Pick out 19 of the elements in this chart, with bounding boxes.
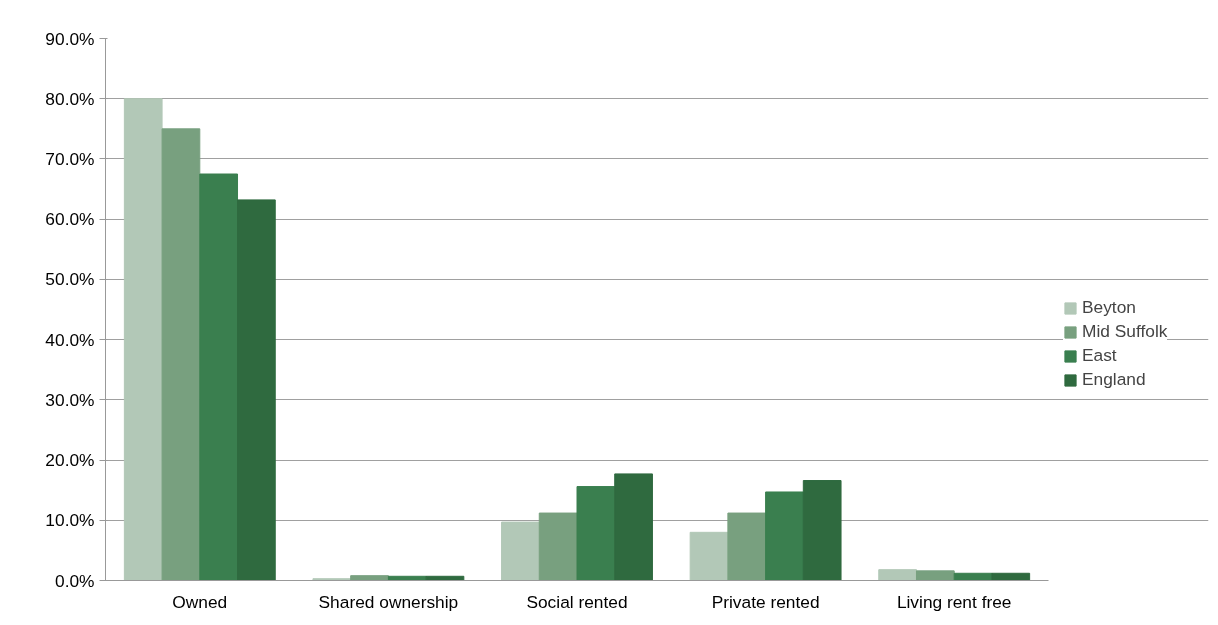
y-tick-label: 40.0% — [45, 329, 95, 350]
legend-label: England — [1082, 369, 1146, 390]
y-tick-label: 10.0% — [45, 510, 95, 531]
x-tick-label: Social rented — [526, 591, 628, 612]
y-tick-label: 80.0% — [45, 88, 95, 109]
legend-label: Beyton — [1082, 297, 1136, 318]
y-tick-label: 90.0% — [45, 28, 95, 49]
legend-label: East — [1082, 345, 1117, 366]
y-tick-label: 20.0% — [45, 450, 95, 471]
y-tick-label: 50.0% — [45, 269, 95, 290]
x-tick-label: Private rented — [711, 591, 820, 612]
x-tick-label: Living rent free — [896, 591, 1012, 612]
legend-label: Mid Suffolk — [1082, 321, 1168, 342]
y-tick-label: 70.0% — [45, 148, 95, 169]
y-tick-label: 30.0% — [45, 389, 95, 410]
y-tick-label: 0.0% — [55, 570, 95, 591]
x-tick-label: Owned — [172, 591, 228, 612]
x-tick-label: Shared ownership — [318, 591, 459, 612]
y-tick-label: 60.0% — [45, 209, 95, 230]
